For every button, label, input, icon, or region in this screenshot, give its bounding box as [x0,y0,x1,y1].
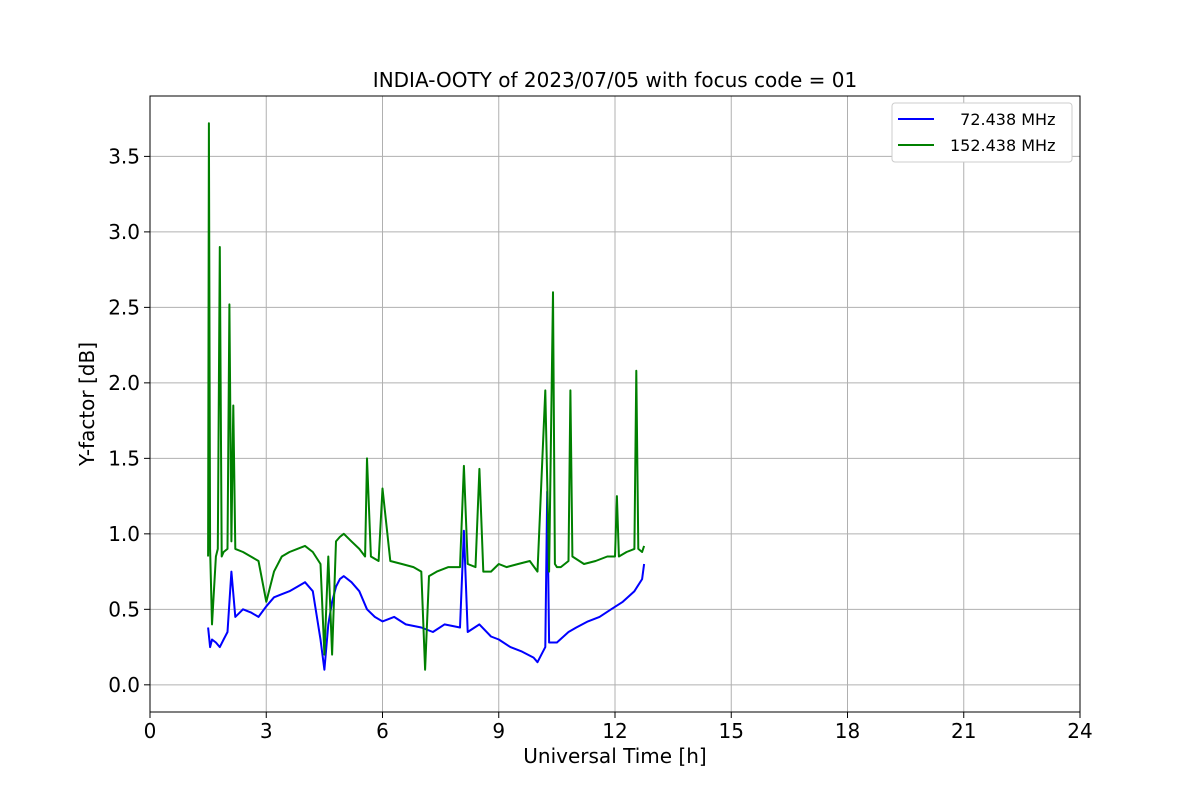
y-tick-label: 1.5 [108,446,140,470]
x-axis-label: Universal Time [h] [523,744,706,768]
x-tick-label: 21 [951,719,976,743]
y-tick-label: 0.5 [108,597,140,621]
x-tick-label: 9 [492,719,505,743]
y-tick-label: 3.0 [108,220,140,244]
x-tick-label: 3 [260,719,273,743]
x-tick-label: 24 [1067,719,1092,743]
legend-label-series-1: 72.438 MHz [950,110,1055,129]
x-tick-label: 15 [719,719,744,743]
y-tick-label: 3.5 [108,144,140,168]
y-axis-ticks: 0.0 0.5 1.0 1.5 2.0 2.5 3.0 3.5 [108,144,150,697]
y-tick-label: 1.0 [108,522,140,546]
y-tick-label: 0.0 [108,673,140,697]
x-tick-label: 12 [602,719,627,743]
x-tick-label: 0 [144,719,157,743]
chart-title: INDIA-OOTY of 2023/07/05 with focus code… [373,68,857,92]
y-tick-label: 2.5 [108,295,140,319]
series-line-1 [207,490,646,671]
series-line-2 [207,122,646,671]
series-lines [207,122,646,671]
y-tick-label: 2.0 [108,371,140,395]
x-tick-label: 6 [376,719,389,743]
legend: 72.438 MHz 152.438 MHz [891,102,1073,163]
legend-box [891,102,1073,163]
x-axis-ticks: 0 3 6 9 12 15 18 21 24 [144,712,1093,743]
y-axis-label: Y-factor [dB] [75,342,99,467]
legend-label-series-2: 152.438 MHz [950,136,1055,155]
x-tick-label: 18 [835,719,860,743]
